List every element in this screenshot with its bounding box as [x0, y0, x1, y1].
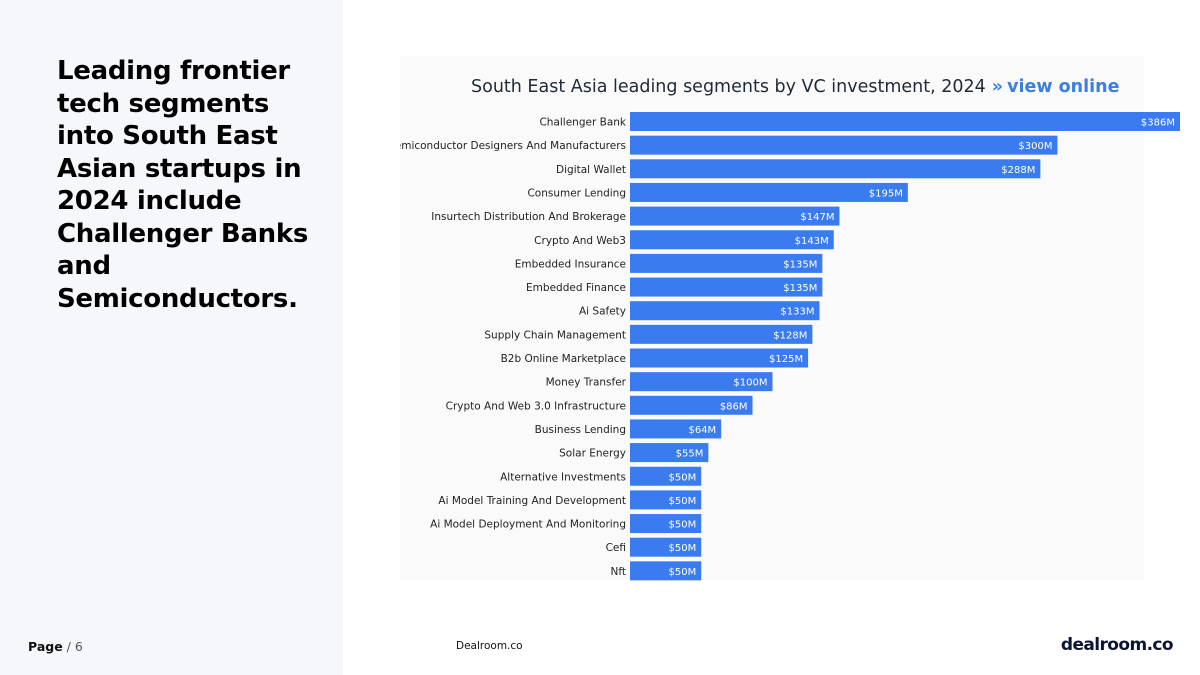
category-label: Supply Chain Management [484, 329, 626, 341]
category-label: Challenger Bank [539, 117, 626, 129]
category-label: Semiconductor Designers And Manufacturer… [400, 140, 626, 152]
bar[interactable] [630, 395, 753, 415]
dealroom-logo: dealroom.co [1060, 635, 1174, 655]
bar[interactable] [630, 230, 834, 250]
bar[interactable] [630, 301, 820, 321]
value-label: $128M [773, 330, 807, 341]
category-label: Digital Wallet [556, 164, 626, 176]
value-label: $50M [669, 472, 697, 483]
value-label: $50M [669, 543, 697, 554]
bar[interactable] [630, 537, 702, 557]
value-label: $64M [688, 425, 716, 436]
bar[interactable] [630, 277, 823, 297]
bar[interactable] [630, 324, 813, 344]
value-label: $147M [800, 212, 834, 223]
value-label: $143M [795, 236, 829, 247]
value-label: $100M [733, 378, 767, 389]
value-label: $125M [769, 354, 803, 365]
bar[interactable] [630, 514, 702, 534]
bar[interactable] [630, 159, 1041, 179]
bar[interactable] [630, 253, 823, 273]
chart-title-text: South East Asia leading segments by VC i… [471, 77, 986, 97]
page-label: Page [28, 639, 63, 654]
page-indicator: Page / 6 [28, 639, 83, 654]
bar[interactable] [630, 372, 773, 392]
bar[interactable] [630, 466, 702, 486]
category-label: Ai Safety [579, 306, 626, 318]
value-label: $86M [720, 401, 748, 412]
value-label: $288M [1001, 165, 1035, 176]
value-label: $135M [783, 283, 817, 294]
value-label: $300M [1018, 141, 1052, 152]
category-label: Crypto And Web3 [534, 235, 626, 247]
bar[interactable] [630, 419, 722, 439]
bar[interactable] [630, 348, 809, 368]
category-label: Crypto And Web 3.0 Infrastructure [446, 400, 626, 412]
value-label: $386M [1141, 118, 1175, 129]
category-label: Ai Model Deployment And Monitoring [430, 519, 626, 531]
category-label: Business Lending [535, 424, 626, 436]
view-online-link[interactable]: view online [1007, 77, 1120, 97]
category-label: B2b Online Marketplace [501, 353, 626, 365]
category-label: Solar Energy [559, 448, 626, 460]
value-label: $50M [669, 520, 697, 531]
category-label: Alternative Investments [500, 471, 626, 483]
value-label: $133M [780, 307, 814, 318]
value-label: $135M [783, 259, 817, 270]
category-label: Ai Model Training And Development [438, 495, 626, 507]
footer-source: Dealroom.co [456, 640, 523, 652]
bar[interactable] [630, 443, 709, 463]
category-label: Consumer Lending [527, 187, 626, 199]
category-label: Nft [611, 566, 626, 578]
page-headline: Leading frontier tech segments into Sout… [57, 56, 309, 314]
category-label: Money Transfer [546, 377, 627, 389]
chart-title: South East Asia leading segments by VC i… [471, 77, 1119, 97]
value-label: $55M [676, 449, 704, 460]
double-chevron-icon: » [991, 77, 1004, 97]
category-label: Embedded Insurance [515, 258, 626, 270]
category-label: Embedded Finance [526, 282, 626, 294]
value-label: $195M [869, 188, 903, 199]
bar[interactable] [630, 206, 840, 226]
bar[interactable] [630, 135, 1058, 155]
category-label: Insurtech Distribution And Brokerage [431, 211, 626, 223]
category-label: Cefi [606, 542, 626, 554]
bar[interactable] [630, 490, 702, 510]
bar[interactable] [630, 561, 702, 581]
value-label: $50M [669, 567, 697, 578]
value-label: $50M [669, 496, 697, 507]
bar[interactable] [630, 182, 908, 202]
page-count: / 6 [62, 639, 83, 654]
left-panel [0, 0, 343, 675]
bar-chart: Challenger Bank $386M Semiconductor Design… [400, 112, 1180, 581]
bar[interactable] [630, 112, 1180, 131]
